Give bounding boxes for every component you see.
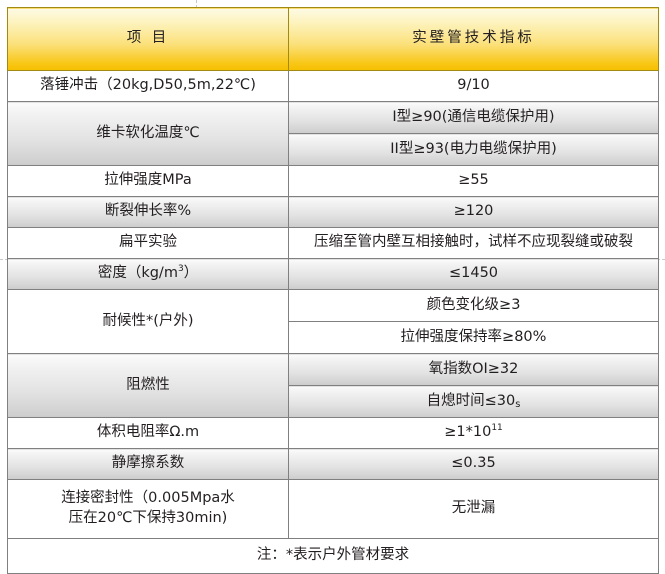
table-row: 连接密封性（0.005Mpa水 压在20℃下保持30min) 无泄漏 <box>7 479 659 539</box>
row-value-tensile-strength: ≥55 <box>288 165 659 197</box>
self-extinguish-unit: s <box>515 398 521 410</box>
self-extinguish-text: 自熄时间≤30 <box>426 392 516 409</box>
row-value-tensile-retention: 拉伸强度保持率≥80% <box>288 321 659 354</box>
table-row: 扁平实验 压缩至管内壁互相接触时，试样不应现裂缝或破裂 <box>7 227 659 259</box>
table-row: 静摩擦系数 ≤0.35 <box>7 448 659 480</box>
solid-wall-pipe-spec-table: 项 目 实壁管技术指标 落锤冲击（20kg,D50,5m,22℃) 9/10 维… <box>7 7 659 574</box>
row-label-vicat-softening-temp: 维卡软化温度℃ <box>7 101 289 166</box>
row-value-elongation-at-break: ≥120 <box>288 196 659 228</box>
row-value-joint-tightness: 无泄漏 <box>288 479 659 539</box>
resistivity-value-prefix: ≥1*10 <box>444 424 492 441</box>
row-label-drop-hammer: 落锤冲击（20kg,D50,5m,22℃) <box>7 70 289 102</box>
row-value-vicat-type-1: I型≥90(通信电缆保护用) <box>288 101 659 134</box>
density-label-superscript: 3 <box>177 264 184 275</box>
row-label-volume-resistivity: 体积电阻率Ω.m <box>7 417 289 449</box>
row-label-joint-tightness: 连接密封性（0.005Mpa水 压在20℃下保持30min) <box>7 479 289 539</box>
header-cell-item: 项 目 <box>7 7 289 71</box>
table-row: 拉伸强度MPa ≥55 <box>7 165 659 197</box>
row-label-density: 密度（kg/m3） <box>7 258 289 290</box>
spec-table-container: 项 目 实壁管技术指标 落锤冲击（20kg,D50,5m,22℃) 9/10 维… <box>7 7 659 574</box>
table-row: 耐候性*(户外) 颜色变化级≥3 <box>7 289 659 354</box>
row-value-flattening-test: 压缩至管内壁互相接触时，试样不应现裂缝或破裂 <box>288 227 659 259</box>
row-value-self-extinguish-time: 自熄时间≤30s <box>288 385 659 418</box>
table-row: 阻燃性 氧指数OI≥32 <box>7 353 659 418</box>
density-label-suffix: ） <box>183 265 199 282</box>
header-cell-value: 实壁管技术指标 <box>288 7 659 71</box>
table-row: 体积电阻率Ω.m ≥1*1011 <box>7 417 659 449</box>
table-row: 密度（kg/m3） ≤1450 <box>7 258 659 290</box>
row-value-density: ≤1450 <box>288 258 659 290</box>
resistivity-value-superscript: 11 <box>491 423 503 434</box>
row-label-weather-resistance: 耐候性*(户外) <box>7 289 289 354</box>
row-label-tensile-strength: 拉伸强度MPa <box>7 165 289 197</box>
density-label-prefix: 密度（kg/m <box>97 265 178 282</box>
row-value-static-friction: ≤0.35 <box>288 448 659 480</box>
row-value-drop-hammer: 9/10 <box>288 70 659 102</box>
row-value-color-change-grade: 颜色变化级≥3 <box>288 289 659 322</box>
row-value-oxygen-index: 氧指数OI≥32 <box>288 353 659 386</box>
row-label-flattening-test: 扁平实验 <box>7 227 289 259</box>
table-header-row: 项 目 实壁管技术指标 <box>7 7 659 71</box>
table-note-row: 注：*表示户外管材要求 <box>7 538 659 574</box>
row-label-elongation-at-break: 断裂伸长率% <box>7 196 289 228</box>
table-note: 注：*表示户外管材要求 <box>7 538 659 574</box>
row-label-static-friction: 静摩擦系数 <box>7 448 289 480</box>
joint-tightness-line-2: 压在20℃下保持30min) <box>68 510 228 526</box>
joint-tightness-line-1: 连接密封性（0.005Mpa水 <box>61 490 235 507</box>
table-row: 断裂伸长率% ≥120 <box>7 196 659 228</box>
table-row: 落锤冲击（20kg,D50,5m,22℃) 9/10 <box>7 70 659 102</box>
table-row: 维卡软化温度℃ I型≥90(通信电缆保护用) <box>7 101 659 166</box>
row-label-flame-retardancy: 阻燃性 <box>7 353 289 418</box>
row-value-volume-resistivity: ≥1*1011 <box>288 417 659 449</box>
row-value-vicat-type-2: II型≥93(电力电缆保护用) <box>288 133 659 166</box>
